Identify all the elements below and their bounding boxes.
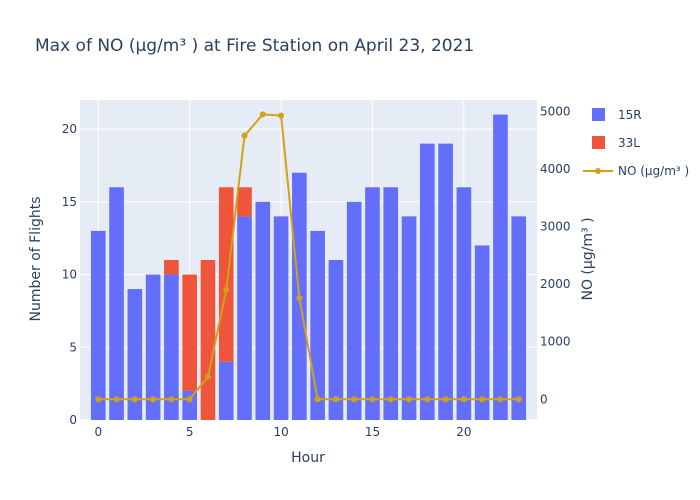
line-point bbox=[515, 396, 522, 403]
y2-tick-label: 2000 bbox=[540, 277, 571, 291]
legend-label: 15R bbox=[618, 108, 642, 122]
bar-15r bbox=[365, 187, 380, 420]
line-point bbox=[406, 396, 413, 403]
line-point bbox=[113, 396, 120, 403]
legend-marker bbox=[595, 168, 601, 174]
line-point bbox=[442, 396, 449, 403]
x-axis-ticks: 0 5 10 15 20 bbox=[94, 425, 471, 439]
bar-15r bbox=[420, 143, 435, 421]
line-point bbox=[241, 132, 248, 139]
y2-axis-label: NO (µg/m³ ) bbox=[580, 217, 596, 300]
x-axis-label: Hour bbox=[291, 450, 325, 466]
line-point bbox=[204, 373, 211, 380]
y-tick-label: 20 bbox=[62, 122, 77, 136]
legend-item[interactable]: 33L bbox=[592, 136, 640, 150]
bar-15r bbox=[164, 274, 179, 420]
bar-15r bbox=[90, 230, 106, 420]
bar-15r bbox=[474, 245, 490, 420]
y2-axis-ticks: 0 1000 2000 3000 4000 5000 bbox=[540, 105, 571, 407]
line-point bbox=[150, 396, 157, 403]
legend-swatch bbox=[592, 136, 605, 149]
bar-33l bbox=[164, 260, 179, 275]
no-line bbox=[95, 111, 522, 403]
x-tick-label: 20 bbox=[456, 425, 471, 439]
line-point bbox=[314, 396, 321, 403]
x-tick-label: 15 bbox=[365, 425, 380, 439]
line-point bbox=[369, 396, 376, 403]
y2-tick-label: 5000 bbox=[540, 105, 571, 119]
y-tick-label: 0 bbox=[69, 413, 77, 427]
legend-label: NO (µg/m³ ) bbox=[618, 164, 689, 178]
bar-15r bbox=[109, 187, 124, 420]
bar-33l bbox=[200, 260, 216, 420]
line-point bbox=[460, 396, 467, 403]
bar-15r bbox=[438, 143, 453, 421]
line-point bbox=[332, 396, 339, 403]
bars bbox=[90, 114, 527, 421]
legend[interactable]: 15R 33L NO (µg/m³ ) bbox=[583, 108, 689, 178]
y-tick-label: 10 bbox=[62, 268, 77, 282]
bar-15r bbox=[328, 260, 344, 420]
y2-tick-label: 1000 bbox=[540, 335, 571, 349]
bar-15r bbox=[493, 114, 508, 420]
legend-swatch bbox=[592, 108, 605, 121]
y2-tick-label: 3000 bbox=[540, 220, 571, 234]
x-tick-label: 10 bbox=[273, 425, 288, 439]
y-tick-label: 15 bbox=[62, 195, 77, 209]
bar-33l bbox=[182, 274, 197, 391]
x-tick-label: 0 bbox=[94, 425, 102, 439]
bar-33l bbox=[237, 187, 252, 217]
bar-15r bbox=[237, 216, 252, 420]
bar-15r bbox=[182, 390, 197, 420]
bar-15r bbox=[255, 201, 271, 420]
line-point bbox=[95, 396, 102, 403]
y2-tick-label: 0 bbox=[540, 392, 548, 406]
bar-15r bbox=[127, 289, 143, 420]
bar-15r bbox=[456, 187, 472, 420]
x-tick-label: 5 bbox=[186, 425, 194, 439]
bar-15r bbox=[273, 216, 289, 420]
bar-15r bbox=[218, 361, 234, 420]
legend-item[interactable]: 15R bbox=[592, 108, 642, 122]
line-point bbox=[278, 112, 285, 119]
bar-15r bbox=[401, 216, 417, 420]
series-line bbox=[98, 113, 519, 401]
bar-15r bbox=[511, 216, 527, 420]
y-tick-label: 5 bbox=[69, 340, 77, 354]
line-point bbox=[168, 396, 175, 403]
legend-label: 33L bbox=[618, 136, 640, 150]
line-point bbox=[387, 396, 394, 403]
line-point bbox=[296, 294, 303, 301]
bar-15r bbox=[383, 187, 399, 420]
legend-item[interactable]: NO (µg/m³ ) bbox=[583, 164, 689, 178]
bar-15r bbox=[310, 230, 325, 420]
bar-15r bbox=[346, 201, 362, 420]
bar-15r bbox=[145, 274, 161, 420]
line-point bbox=[223, 286, 230, 293]
line-point bbox=[131, 396, 138, 403]
y-axis-label: Number of Flights bbox=[28, 196, 44, 321]
line-point bbox=[351, 396, 358, 403]
y2-tick-label: 4000 bbox=[540, 162, 571, 176]
line-point bbox=[424, 396, 431, 403]
line-point bbox=[186, 396, 193, 403]
line-point bbox=[479, 396, 486, 403]
y-axis-ticks: 0 5 10 15 20 bbox=[62, 122, 77, 427]
chart-title: Max of NO (µg/m³ ) at Fire Station on Ap… bbox=[35, 36, 474, 56]
line-point bbox=[497, 396, 504, 403]
bar-33l bbox=[218, 187, 234, 362]
line-point bbox=[259, 111, 266, 118]
